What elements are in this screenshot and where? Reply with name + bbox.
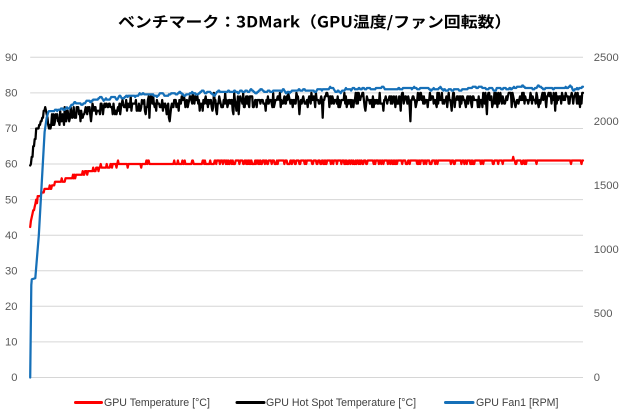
svg-text:70: 70 [5,123,17,135]
svg-text:50: 50 [5,194,17,206]
svg-text:90: 90 [5,52,17,64]
svg-text:60: 60 [5,159,17,171]
svg-text:GPU Temperature [°C]: GPU Temperature [°C] [104,397,210,409]
svg-text:0: 0 [594,372,600,384]
svg-text:1500: 1500 [594,180,619,192]
svg-text:80: 80 [5,88,17,100]
svg-text:20: 20 [5,301,17,313]
svg-text:2500: 2500 [594,52,619,64]
svg-text:40: 40 [5,230,17,242]
svg-text:30: 30 [5,266,17,278]
svg-text:GPU Fan1 [RPM]: GPU Fan1 [RPM] [476,397,558,409]
svg-text:500: 500 [594,308,613,320]
svg-text:GPU Hot Spot Temperature [°C]: GPU Hot Spot Temperature [°C] [266,397,416,409]
svg-text:10: 10 [5,337,17,349]
svg-text:2000: 2000 [594,116,619,128]
svg-text:1000: 1000 [594,244,619,256]
svg-text:0: 0 [11,372,17,384]
